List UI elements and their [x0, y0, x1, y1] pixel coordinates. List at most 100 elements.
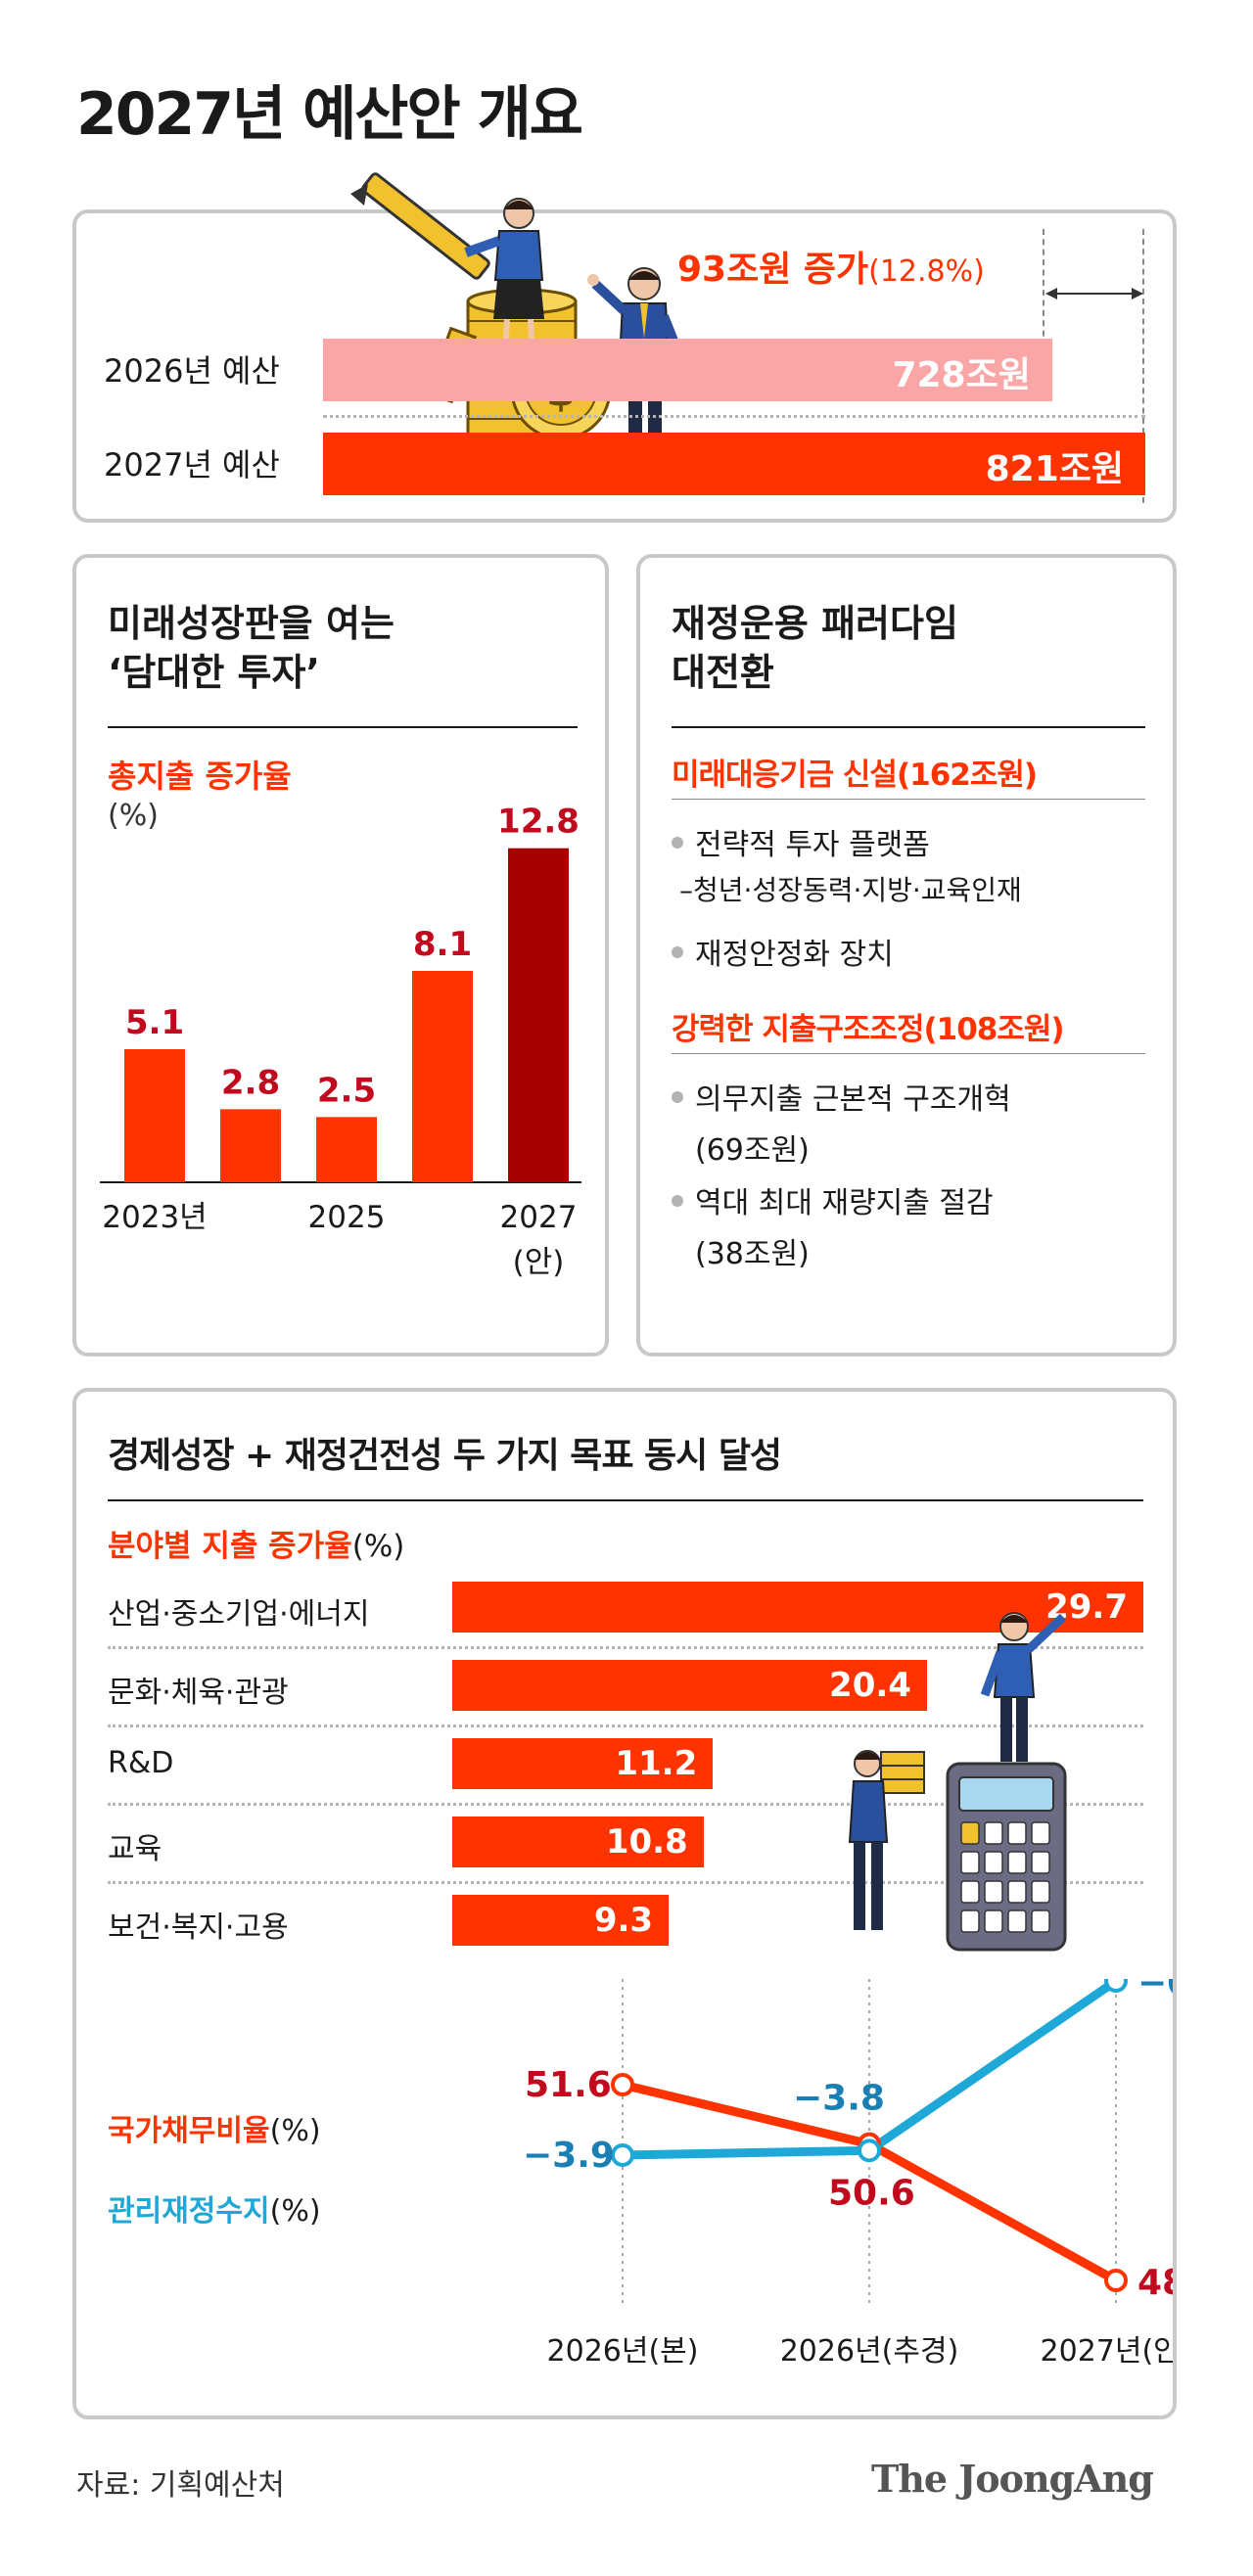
calculator-key	[1007, 1880, 1027, 1904]
legend-debt: 국가채무비율(%)	[108, 2106, 321, 2149]
cut-rule	[672, 1053, 1145, 1054]
growth-value-label: 2.5	[317, 1071, 376, 1110]
sector-label: 교육	[108, 1832, 162, 1866]
sector-label: R&D	[108, 1746, 174, 1780]
budget-label-2027: 2027년 예산	[104, 446, 280, 483]
sector-value-label: 10.8	[605, 1822, 688, 1862]
growth-title-rule	[108, 726, 578, 728]
sector-bar: 20.4	[452, 1660, 927, 1711]
sector-label: 산업·중소기업·에너지	[108, 1597, 370, 1632]
calculator-key	[960, 1880, 980, 1904]
fund-item-1-sub: –청년·성장동력·지방·교육인재	[679, 874, 1022, 906]
growth-bar	[316, 1117, 377, 1182]
growth-bar-chart: 5.1 2023년 2.8 2.5 2025 8.1 12.8 2027 (안)	[100, 803, 581, 1280]
growth-x-label: 2023년	[102, 1200, 207, 1235]
growth-title-line2: ‘담대한 투자’	[108, 651, 320, 694]
calculator-key	[984, 1909, 1003, 1933]
growth-value-label: 2.8	[221, 1063, 280, 1102]
paradigm-panel: 재정운용 패러다임 대전환 미래대응기금 신설(162조원) 전략적 투자 플랫…	[636, 554, 1177, 1357]
growth-panel: 미래성장판을 여는 ‘담대한 투자’ 총지출 증가율 (%) 5.1 2023년 2…	[72, 554, 609, 1357]
legend-balance-label: 관리재정수지	[108, 2194, 270, 2229]
fund-item-2: 재정안정화 장치	[672, 930, 894, 973]
calculator-key	[1007, 1821, 1027, 1845]
growth-value-label: 5.1	[125, 1003, 184, 1042]
bullet-icon	[672, 945, 683, 958]
calculator-people-illustration	[848, 1612, 1067, 1952]
fiscal-balance-value-label: −0.1	[1137, 1979, 1173, 2003]
fiscal-balance-value-label: −3.9	[523, 2136, 615, 2176]
calculator-key	[960, 1851, 980, 1874]
man-pointing-icon	[980, 1612, 1067, 1762]
budget-bar-2026: 728조원	[323, 339, 1052, 401]
sector-label: 보건·복지·고용	[108, 1910, 289, 1945]
line-chart-x-label: 2027년(안)	[1041, 2334, 1173, 2369]
debt-ratio-point	[611, 2073, 634, 2096]
budget-label-2026: 2026년 예산	[104, 352, 280, 390]
calculator-key	[1031, 1909, 1050, 1933]
line-chart-x-label: 2026년(추경)	[780, 2334, 959, 2369]
bullet-icon	[672, 1194, 683, 1207]
increase-callout: 93조원 증가(12.8%)	[677, 241, 985, 292]
increase-pct: (12.8%)	[868, 254, 985, 289]
calculator-key	[984, 1880, 1003, 1904]
growth-value-label: 12.8	[497, 803, 580, 842]
line-chart-x-label: 2026년(본)	[547, 2334, 699, 2369]
bullet-icon	[672, 836, 683, 849]
source-note: 자료: 기획예산처	[76, 2468, 285, 2503]
sector-subtitle-unit: (%)	[351, 1529, 405, 1564]
growth-bar	[412, 971, 473, 1182]
fiscal-balance-point	[1104, 1979, 1128, 1993]
paradigm-title-line2: 대전환	[672, 651, 774, 694]
growth-bar	[508, 848, 569, 1182]
calculator-icon	[946, 1762, 1067, 1952]
cut-item-2-sub: (38조원)	[695, 1237, 810, 1271]
sector-value-label: 11.2	[615, 1744, 698, 1783]
sector-value-label: 20.4	[829, 1666, 911, 1705]
fiscal-line-chart: 2026년(본) 2026년(추경) 2027년(안) 51.6 50.6 48.3 −3.…	[523, 1979, 1173, 2369]
growth-unit: (%)	[108, 799, 159, 833]
legend-balance-unit: (%)	[269, 2194, 321, 2229]
sector-divider	[108, 1725, 1143, 1727]
sector-divider	[108, 1881, 1143, 1884]
cut-item-1: 의무지출 근본적 구조개혁	[672, 1075, 1011, 1118]
calculator-key	[984, 1821, 1003, 1845]
debt-ratio-value-label: 51.6	[525, 2065, 612, 2105]
sector-bar: 9.3	[452, 1895, 670, 1946]
calculator-key	[1031, 1821, 1050, 1845]
cut-item-1-text: 의무지출 근본적 구조개혁	[695, 1082, 1011, 1117]
calculator-key	[960, 1909, 980, 1933]
overview-panel: $	[72, 172, 1177, 523]
increase-arrow-icon	[1045, 288, 1143, 299]
page-title: 2027년 예산안 개요	[76, 80, 583, 149]
legend-balance: 관리재정수지(%)	[108, 2186, 321, 2230]
calculator-key	[1007, 1909, 1027, 1933]
paradigm-title-line1: 재정운용 패러다임	[672, 602, 958, 645]
fiscal-balance-point	[858, 2139, 881, 2163]
bullet-icon	[672, 1090, 683, 1103]
paradigm-title-rule	[672, 726, 1145, 728]
calculator-key	[1031, 1851, 1050, 1874]
growth-bar	[124, 1049, 185, 1182]
fiscal-balance-point	[611, 2143, 634, 2167]
sector-value-label: 9.3	[593, 1901, 654, 1940]
overview-divider	[323, 415, 1145, 418]
growth-x-label: 2027	[500, 1200, 578, 1235]
fund-item-1-text: 전략적 투자 플랫폼	[695, 828, 930, 862]
legend-debt-unit: (%)	[269, 2114, 321, 2148]
debt-ratio-point	[1104, 2269, 1128, 2292]
fund-item-2-text: 재정안정화 장치	[695, 938, 894, 972]
fund-item-1: 전략적 투자 플랫폼	[672, 820, 930, 863]
sector-divider	[108, 1803, 1143, 1806]
brand-logo: The JoongAng	[871, 2457, 1154, 2501]
sector-subtitle-text: 분야별 지출 증가율	[108, 1529, 352, 1564]
cut-item-2: 역대 최대 재량지출 절감	[672, 1178, 994, 1221]
calculator-key	[1031, 1880, 1050, 1904]
debt-ratio-value-label: 48.3	[1137, 2263, 1173, 2303]
ref-line-2026	[1043, 229, 1044, 346]
sector-label: 문화·체육·관광	[108, 1676, 289, 1710]
sector-bar: 11.2	[452, 1738, 714, 1789]
debt-ratio-value-label: 50.6	[828, 2174, 915, 2214]
ref-line-2027	[1142, 229, 1144, 503]
fund-heading: 미래대응기금 신설(162조원)	[672, 758, 1038, 793]
cut-item-2-text: 역대 최대 재량지출 절감	[695, 1186, 994, 1220]
